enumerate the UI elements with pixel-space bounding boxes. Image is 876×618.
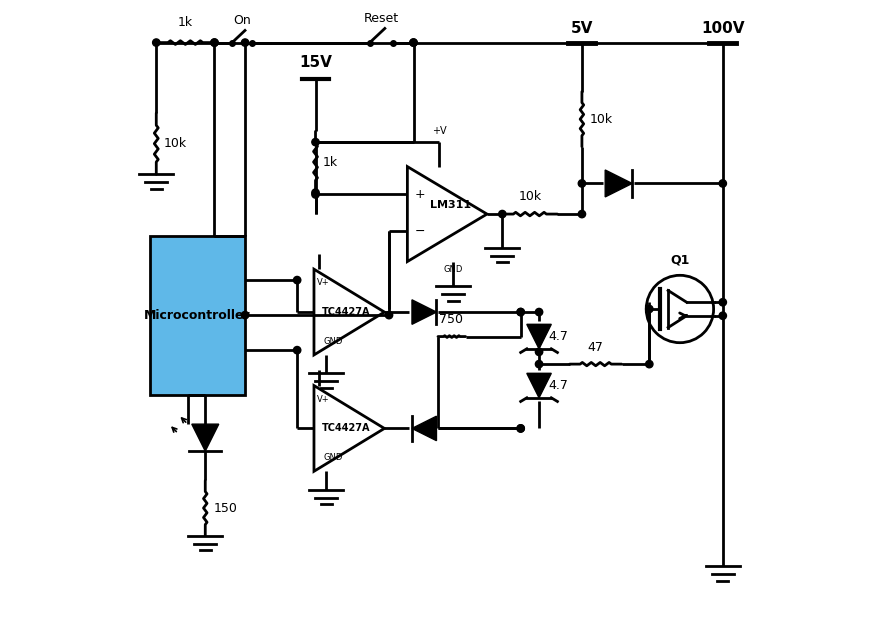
Text: 15V: 15V — [299, 55, 332, 70]
Circle shape — [312, 191, 319, 198]
Text: Q1: Q1 — [670, 254, 689, 267]
Circle shape — [410, 39, 417, 46]
Text: GND: GND — [443, 265, 463, 274]
Text: 150: 150 — [214, 502, 237, 515]
Polygon shape — [526, 373, 551, 398]
Circle shape — [535, 360, 543, 368]
Text: TC4427A: TC4427A — [321, 307, 371, 317]
Text: 10k: 10k — [519, 190, 541, 203]
Text: GND: GND — [323, 337, 343, 345]
Text: −: − — [414, 225, 425, 238]
Circle shape — [498, 210, 506, 218]
Polygon shape — [192, 424, 219, 451]
Circle shape — [242, 311, 249, 319]
Text: LM311: LM311 — [430, 200, 470, 210]
Text: TC4427A: TC4427A — [321, 423, 371, 433]
Polygon shape — [412, 416, 436, 441]
Circle shape — [535, 348, 543, 355]
Circle shape — [410, 39, 417, 46]
Polygon shape — [412, 300, 436, 324]
Circle shape — [719, 298, 726, 306]
Text: V+: V+ — [317, 278, 329, 287]
Text: GND: GND — [323, 453, 343, 462]
Circle shape — [211, 39, 218, 46]
Circle shape — [535, 308, 543, 316]
Circle shape — [211, 39, 218, 46]
Circle shape — [646, 360, 653, 368]
Text: 47: 47 — [588, 341, 604, 354]
Text: 4.7: 4.7 — [549, 379, 569, 392]
Text: 4.7: 4.7 — [549, 330, 569, 343]
Text: 1k: 1k — [178, 16, 194, 29]
Circle shape — [312, 189, 319, 197]
Text: 100V: 100V — [701, 22, 745, 36]
Circle shape — [517, 425, 525, 432]
Text: V+: V+ — [317, 395, 329, 404]
Text: 10k: 10k — [164, 137, 187, 150]
Circle shape — [385, 311, 392, 319]
Circle shape — [517, 308, 525, 316]
Text: 10k: 10k — [590, 112, 613, 125]
Circle shape — [293, 276, 300, 284]
Polygon shape — [526, 324, 551, 349]
Circle shape — [719, 312, 726, 320]
Text: 1k: 1k — [323, 156, 338, 169]
Text: Reset: Reset — [364, 12, 399, 25]
Text: 5V: 5V — [571, 22, 593, 36]
Circle shape — [517, 425, 525, 432]
Circle shape — [646, 305, 653, 313]
Circle shape — [242, 39, 249, 46]
Text: +: + — [414, 188, 426, 201]
FancyBboxPatch shape — [150, 235, 245, 395]
Circle shape — [517, 308, 525, 316]
Text: Microcontroller: Microcontroller — [145, 308, 251, 321]
Circle shape — [312, 138, 319, 146]
Text: On: On — [233, 14, 251, 27]
Text: 750: 750 — [440, 313, 463, 326]
Circle shape — [578, 210, 585, 218]
Circle shape — [293, 347, 300, 354]
Text: +V: +V — [432, 126, 447, 136]
Circle shape — [578, 180, 585, 187]
Polygon shape — [605, 170, 632, 197]
Circle shape — [719, 180, 726, 187]
Circle shape — [152, 39, 160, 46]
